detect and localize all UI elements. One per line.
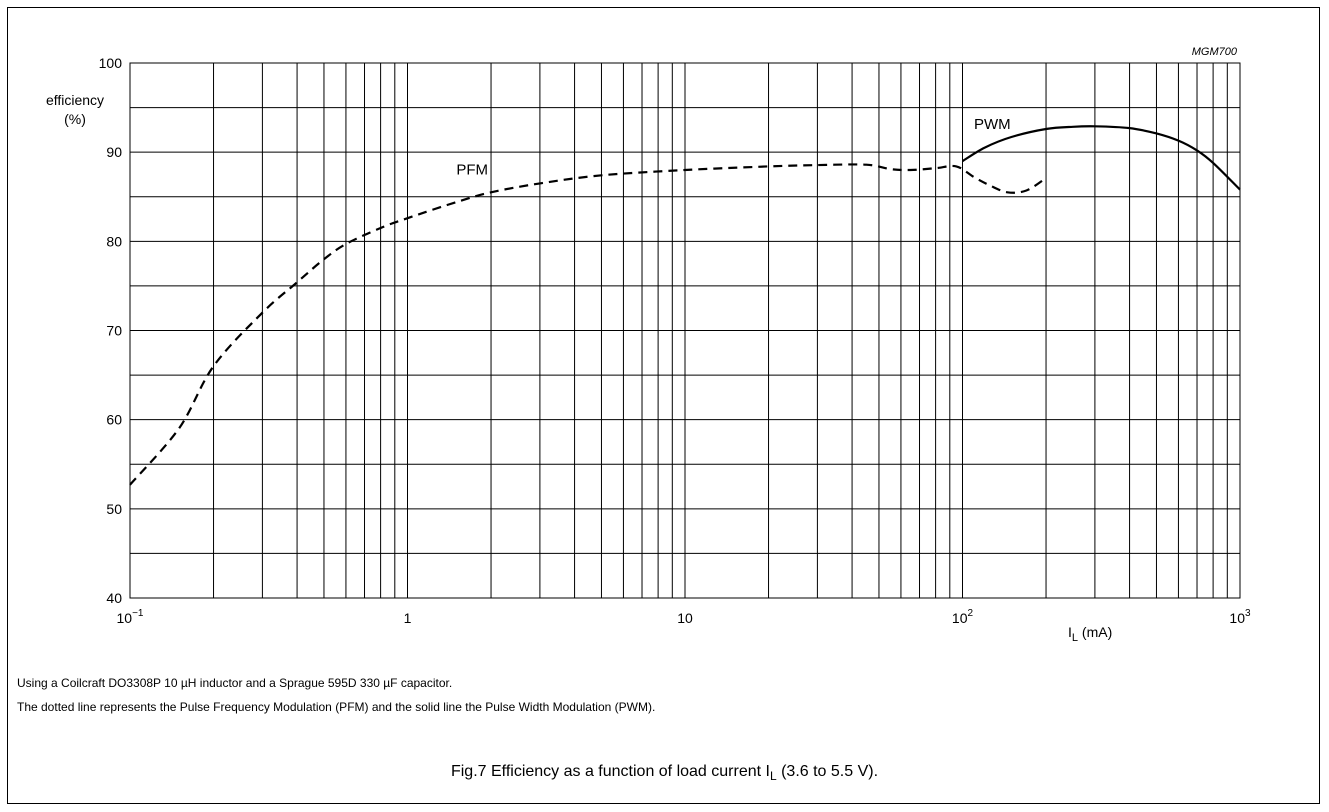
x-tick-label: 103 [1229,608,1251,626]
series-pwm-label: PWM [974,116,1011,133]
x-tick-label: 102 [952,608,974,626]
plot-border [129,62,1241,599]
chart-grid [129,62,1240,599]
x-tick-labels: 10−1 1 10 102 103 [117,608,1252,626]
figure-frame [7,7,1320,804]
y-tick-label: 60 [106,412,122,428]
y-tick-label: 90 [106,144,122,160]
figure-code: MGM700 [1192,46,1238,58]
series-pfm-label: PFM [456,161,488,178]
y-tick-label: 40 [106,590,122,606]
y-tick-label: 50 [106,501,122,517]
series-pfm-line [129,163,1047,486]
note-components: Using a Coilcraft DO3308P 10 µH inductor… [17,676,453,690]
y-tick-labels: 40 50 60 70 80 90 100 [99,55,123,606]
note-line-styles: The dotted line represents the Pulse Fre… [17,700,656,714]
y-tick-label: 80 [106,233,122,249]
x-tick-label: 10 [677,610,693,626]
y-tick-label: 100 [99,55,123,71]
series-pwm-line [961,125,1241,191]
figure-caption: Fig.7 Efficiency as a function of load c… [450,763,879,783]
series-group: PFM PWM [129,116,1241,486]
x-tick-label: 1 [404,610,412,626]
y-tick-label: 70 [106,323,122,339]
x-tick-label: 10−1 [117,608,144,626]
y-axis-label-unit: (%) [64,111,86,127]
x-axis-label: IL (mA) [1068,624,1112,644]
efficiency-chart: 40 50 60 70 80 90 100 10−1 1 10 102 103 PFM PWM MGM… [46,46,1252,644]
y-axis-label: efficiency [46,92,104,108]
